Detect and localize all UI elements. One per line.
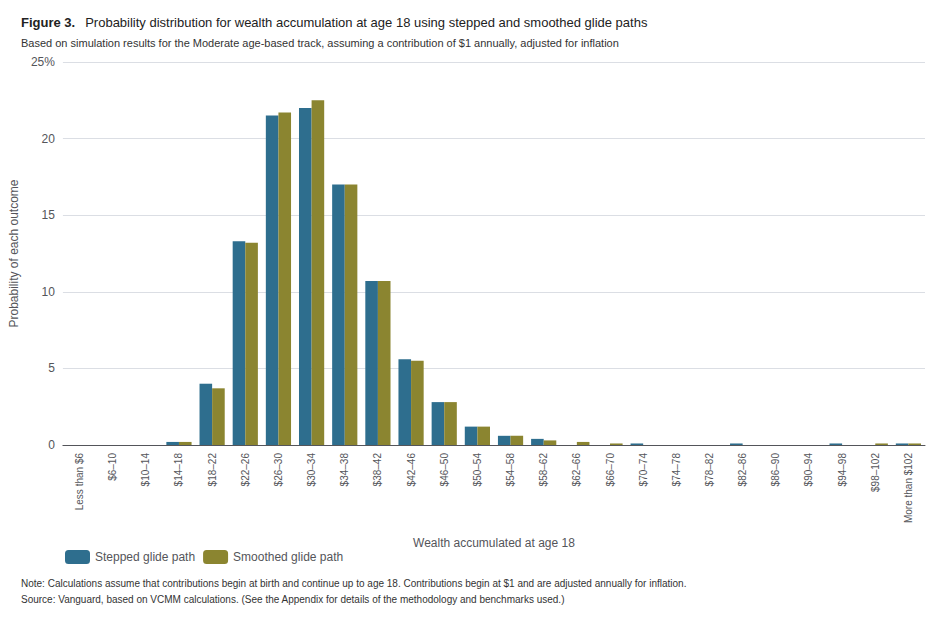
svg-text:$34–38: $34–38 bbox=[339, 453, 350, 487]
svg-text:$26–30: $26–30 bbox=[273, 453, 284, 487]
svg-text:$46–50: $46–50 bbox=[439, 453, 450, 487]
svg-text:$54–58: $54–58 bbox=[505, 453, 516, 487]
svg-text:5: 5 bbox=[48, 361, 55, 375]
svg-text:Probability of each outcome: Probability of each outcome bbox=[7, 179, 21, 327]
svg-text:More than $102: More than $102 bbox=[903, 453, 914, 523]
svg-text:$38–42: $38–42 bbox=[372, 453, 383, 487]
svg-text:Smoothed glide path: Smoothed glide path bbox=[233, 550, 343, 564]
svg-text:$78–82: $78–82 bbox=[704, 453, 715, 487]
svg-text:Wealth accumulated at age 18: Wealth accumulated at age 18 bbox=[413, 536, 575, 550]
svg-text:Less than $6: Less than $6 bbox=[74, 453, 85, 511]
svg-text:$10–14: $10–14 bbox=[140, 453, 151, 487]
svg-text:20: 20 bbox=[42, 132, 56, 146]
svg-text:$14–18: $14–18 bbox=[173, 453, 184, 487]
svg-text:$82–86: $82–86 bbox=[737, 453, 748, 487]
svg-text:$58–62: $58–62 bbox=[538, 453, 549, 487]
svg-text:$30–34: $30–34 bbox=[306, 453, 317, 487]
svg-text:$98–102: $98–102 bbox=[870, 453, 881, 492]
svg-text:0: 0 bbox=[48, 438, 55, 452]
svg-text:$6–10: $6–10 bbox=[107, 453, 118, 481]
svg-text:Probability distribution for w: Probability distribution for wealth accu… bbox=[85, 15, 648, 30]
svg-text:$50–54: $50–54 bbox=[472, 453, 483, 487]
svg-text:Source: Vanguard, based on VCM: Source: Vanguard, based on VCMM calculat… bbox=[21, 594, 564, 605]
svg-text:$18–22: $18–22 bbox=[207, 453, 218, 487]
svg-text:$86–90: $86–90 bbox=[770, 453, 781, 487]
svg-text:Note: Calculations assume that: Note: Calculations assume that contribut… bbox=[21, 578, 686, 589]
svg-text:$42–46: $42–46 bbox=[406, 453, 417, 487]
svg-text:Stepped glide path: Stepped glide path bbox=[95, 550, 195, 564]
svg-text:$66–70: $66–70 bbox=[605, 453, 616, 487]
svg-text:25%: 25% bbox=[31, 55, 55, 69]
svg-text:Figure 3.: Figure 3. bbox=[21, 15, 75, 30]
svg-text:$70–74: $70–74 bbox=[638, 453, 649, 487]
svg-text:10: 10 bbox=[42, 285, 56, 299]
svg-text:15: 15 bbox=[42, 208, 56, 222]
svg-text:$94–98: $94–98 bbox=[837, 453, 848, 487]
svg-text:$22–26: $22–26 bbox=[240, 453, 251, 487]
svg-text:$74–78: $74–78 bbox=[671, 453, 682, 487]
svg-text:Based on simulation results fo: Based on simulation results for the Mode… bbox=[21, 37, 619, 49]
svg-text:$62–66: $62–66 bbox=[571, 453, 582, 487]
svg-text:$90–94: $90–94 bbox=[803, 453, 814, 487]
